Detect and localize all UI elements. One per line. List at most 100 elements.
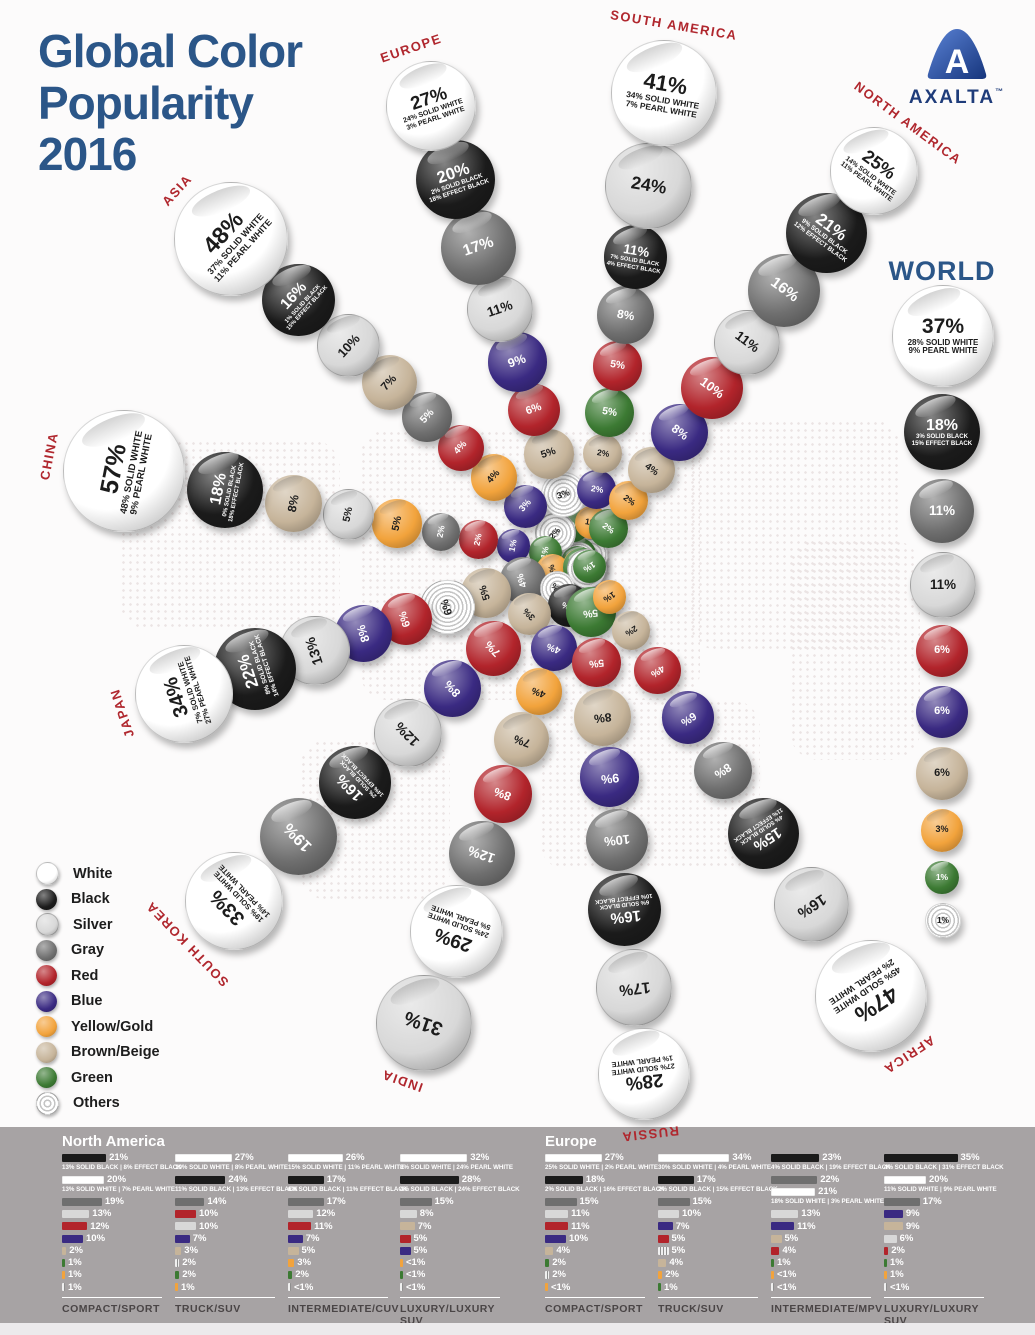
ball-africa-silver: 16% <box>773 865 849 943</box>
column-separator <box>175 1297 275 1299</box>
yellow-bar <box>884 1271 887 1280</box>
bar-value: 28% <box>461 1174 481 1186</box>
shine-highlight <box>396 58 450 94</box>
green-bar <box>175 1271 180 1280</box>
ball-percent: 11% <box>622 240 651 260</box>
ball-sublabel: 3% PEARL WHITE <box>405 104 466 132</box>
gray-bar <box>175 1198 205 1206</box>
bar-value: 4% <box>556 1245 571 1256</box>
shine-highlight <box>918 550 957 576</box>
ball-label: 7% <box>379 373 399 394</box>
ball-china-silver: 5% <box>322 488 375 541</box>
shine-highlight <box>268 795 315 826</box>
ball-china-beige: 8% <box>264 472 323 532</box>
ball-china-white: 57% 48% SOLID WHITE 9% PEARL WHITE <box>63 406 185 532</box>
ball-label: 3% <box>517 497 534 514</box>
bar-value: 1% <box>664 1281 678 1293</box>
bar-value: 7% <box>675 1220 690 1232</box>
ball-south-america-white: 41% 34% SOLID WHITE 7% PEARL WHITE <box>610 36 718 147</box>
bar-value: 18% <box>585 1174 605 1186</box>
bar-row-gray: 22% <box>771 1175 881 1184</box>
ball-percent: 6% <box>438 597 455 617</box>
bar-value: 1% <box>68 1269 82 1281</box>
segment-column-compact-sport: 27% 25% SOLID WHITE | 2% PEARL WHITE 18% 2%… <box>545 1152 665 1315</box>
blue-bar <box>400 1246 411 1255</box>
ball-label: 4% <box>643 461 661 479</box>
ball-sublabel: 11% PEARL WHITE <box>212 216 275 284</box>
ball-percent: 15% <box>750 823 785 855</box>
bar-row-red: 10% <box>175 1209 285 1218</box>
ball-world-silver: 11% <box>910 550 976 618</box>
gray-bar <box>771 1176 818 1184</box>
ball-south-america-black: 11% 7% SOLID BLACK 4% EFFECT BLACK <box>603 222 668 289</box>
ball-percent: 33% <box>205 885 250 930</box>
ball-label: 21% 9% SOLID BLACK 12% EFFECT BLACK <box>791 201 861 265</box>
bar-row-white: 26% <box>288 1153 398 1162</box>
beige-bar <box>771 1234 782 1243</box>
ball-china-black: 18% 0% SOLID BLACK 18% EFFECT BLACK <box>187 449 264 528</box>
bar-row-red: 11% <box>545 1220 655 1232</box>
ball-label: 10% <box>603 831 630 849</box>
ball-percent: 6% <box>934 766 950 779</box>
bar-breakdown: 13% SOLID BLACK | 8% EFFECT BLACK <box>62 1164 182 1172</box>
segment-column-truck-suv: 27% 19% SOLID WHITE | 8% PEARL WHITE 24% 11… <box>175 1153 298 1315</box>
bar-breakdown: 13% SOLID WHITE | 7% PEARL WHITE <box>62 1186 176 1194</box>
black-bar <box>400 1176 459 1184</box>
bar-value: 2% <box>552 1269 566 1281</box>
black-bar <box>771 1154 820 1162</box>
ball-percent: 16% <box>276 278 310 313</box>
bar-row-yellow: 1% <box>175 1283 285 1292</box>
ball-label: 47% 45% SOLID WHITE 2% PEARL WHITE <box>826 956 915 1036</box>
beige-bar <box>288 1246 299 1255</box>
ball-percent: 6% <box>934 643 950 656</box>
bar-row-blue: 10% <box>545 1234 655 1243</box>
ball-label: 4% <box>452 438 470 456</box>
ball-africa-yellow: 1% <box>592 579 626 614</box>
legend-label: Brown/Beige <box>71 1044 160 1061</box>
ball-label: 4% <box>546 640 563 656</box>
ball-percent: 5% <box>539 446 558 462</box>
ball-percent: 10% <box>697 373 728 402</box>
bar-breakdown: 4% SOLID BLACK | 24% EFFECT BLACK <box>400 1186 520 1194</box>
group-title-europe: Europe <box>545 1133 597 1150</box>
bar-value: 3% <box>184 1245 199 1256</box>
bar-row-beige: 3% <box>175 1245 285 1256</box>
bar-value: 27% <box>604 1152 624 1164</box>
bar-row-yellow: 1% <box>884 1270 994 1280</box>
bar-value: <1% <box>890 1281 910 1293</box>
others-bar <box>771 1283 774 1292</box>
white-bar <box>400 1154 468 1162</box>
ball-percent: 48% <box>198 206 249 259</box>
ball-percent: 2% <box>623 623 640 639</box>
ball-sublabel: 9% PEARL WHITE <box>908 346 978 356</box>
ball-south-korea-black: 16% 2% SOLID BLACK 14% EFFECT BLACK <box>318 743 392 819</box>
ball-china-red: 2% <box>459 518 498 559</box>
group-title-north-america: North America <box>62 1133 165 1150</box>
bar-value: 11% <box>571 1220 590 1232</box>
ball-percent: 24% <box>629 172 668 199</box>
ball-label: 18% 0% SOLID BLACK 18% EFFECT BLACK <box>205 457 246 523</box>
ball-sublabel: 6% SOLID BLACK <box>598 899 650 911</box>
ball-sublabel: 11% EFFECT BLACK <box>732 805 784 843</box>
bar-value: 15% <box>579 1196 599 1208</box>
bar-row-others: 2% <box>175 1258 285 1267</box>
ball-label: 11% <box>485 297 514 320</box>
shine-highlight <box>904 282 964 322</box>
bar-value: 2% <box>891 1245 905 1256</box>
ball-percent: 16% <box>333 770 367 805</box>
bar-value: 4% <box>782 1245 797 1256</box>
ball-africa-black: 15% 4% SOLID BLACK 11% EFFECT BLACK <box>728 794 800 869</box>
ball-sublabel: 24% SOLID WHITE <box>401 97 464 125</box>
ball-label: 25% 14% SOLID WHITE 11% PEARL WHITE <box>839 139 910 204</box>
ball-russia-silver: 17% <box>596 947 673 1026</box>
shine-highlight <box>480 763 515 786</box>
ball-label: 5% <box>540 446 558 461</box>
ball-label: 6% <box>934 643 950 657</box>
ball-percent: 4% <box>530 684 548 700</box>
bar-row-green: 2% <box>545 1258 655 1267</box>
bar-row-yellow: 1% <box>62 1269 172 1281</box>
beige-bar <box>62 1246 67 1255</box>
bar-value: 1% <box>68 1257 82 1269</box>
ball-percent: 8% <box>492 784 514 804</box>
